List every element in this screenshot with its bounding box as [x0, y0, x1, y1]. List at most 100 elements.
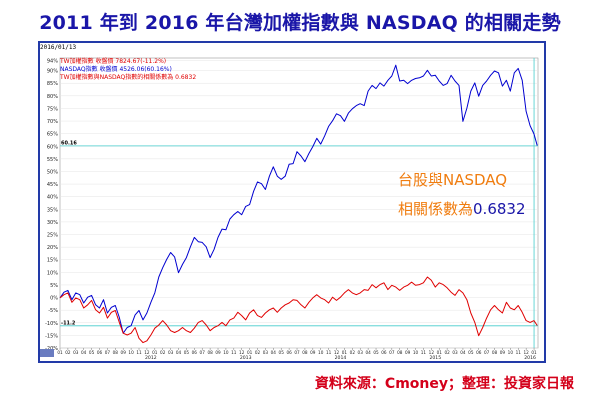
- year-label: 2012: [145, 355, 157, 361]
- x-tick-label: 12: [239, 350, 245, 355]
- source-note: 資料來源：Cmoney；整理：投資家日報: [314, 376, 574, 392]
- x-tick-label: 07: [105, 350, 111, 355]
- y-tick-label: 30%: [47, 220, 58, 226]
- x-tick-label: 01: [437, 350, 443, 355]
- legend-nasdaq: NASDAQ指數 收盤價 4526.06(60.16%): [60, 66, 172, 73]
- x-tick-label: 03: [452, 350, 458, 355]
- year-label: 2014: [335, 355, 347, 361]
- x-tick-label: 04: [176, 350, 182, 355]
- x-tick-label: 04: [271, 350, 277, 355]
- x-tick-label: 02: [160, 350, 166, 355]
- x-tick-label: 09: [500, 350, 506, 355]
- series-layer: [59, 64, 538, 344]
- annotation-correlation: 相關係數為0.6832: [398, 198, 526, 219]
- grid-layer: [60, 60, 538, 349]
- x-tick-label: 09: [310, 350, 316, 355]
- x-tick-label: 12: [144, 350, 150, 355]
- x-tick-label: 11: [231, 350, 237, 355]
- x-tick-label: 08: [113, 350, 119, 355]
- y-tick-label: 0%: [50, 296, 58, 302]
- y-tick-label: 75%: [47, 106, 58, 112]
- panel-date: 2016/01/13: [40, 44, 77, 51]
- x-tick-label: 08: [397, 350, 403, 355]
- x-tick-label: 10: [508, 350, 514, 355]
- y-tick-label: -15%: [45, 333, 58, 339]
- x-tick-label: 07: [389, 350, 395, 355]
- y-tick-label: 5%: [50, 283, 58, 289]
- y-tick-label: 80%: [47, 94, 58, 100]
- y-tick-label: 90%: [47, 69, 58, 75]
- x-tick-label: 11: [516, 350, 522, 355]
- x-tick-label: 10: [318, 350, 324, 355]
- x-tick-label: 05: [468, 350, 474, 355]
- x-tick-label: 01: [152, 350, 158, 355]
- x-tick-label: 10: [128, 350, 134, 355]
- x-tick-label: 05: [89, 350, 95, 355]
- y-tick-label: 15%: [47, 258, 58, 264]
- x-tick-label: 11: [326, 350, 332, 355]
- x-tick-label: 05: [184, 350, 190, 355]
- y-tick-label: 50%: [47, 169, 58, 175]
- x-tick-label: 01: [247, 350, 253, 355]
- x-tick-label: 05: [279, 350, 285, 355]
- legend-taiex: TW加權指數 收盤價 7824.67(-11.2%): [60, 58, 167, 65]
- y-tick-label: 40%: [47, 195, 58, 201]
- x-tick-label: 02: [255, 350, 261, 355]
- legend-correlation: TW加權指數與NASDAQ指數的相關係數為 0.6832: [60, 74, 197, 81]
- chart-main-title: 2011 年到 2016 年台灣加權指數與 NASDAQ 的相關走勢: [39, 12, 561, 34]
- y-tick-label: 94%: [47, 59, 58, 65]
- x-tick-label: 08: [302, 350, 308, 355]
- x-tick-label: 01: [342, 350, 348, 355]
- y-tick-label: 25%: [47, 233, 58, 239]
- x-axis: 01 02 03 04 05 06 07 08 09 10 11 12 01 02 03 04 05 06 07 08…: [57, 348, 537, 361]
- y-tick-label: 70%: [47, 119, 58, 125]
- x-tick-label: 03: [263, 350, 269, 355]
- y-tick-label: 45%: [47, 182, 58, 188]
- x-tick-label: 06: [286, 350, 292, 355]
- y-tick-label: 60%: [47, 144, 58, 150]
- x-tick-label: 04: [81, 350, 87, 355]
- x-tick-label: 05: [373, 350, 379, 355]
- x-tick-label: 03: [168, 350, 174, 355]
- y-tick-label: 35%: [47, 207, 58, 213]
- x-tick-label: 01: [57, 350, 63, 355]
- x-tick-label: 04: [460, 350, 466, 355]
- chart-legend: TW加權指數 收盤價 7824.67(-11.2%) NASDAQ指數 收盤價 …: [60, 58, 196, 82]
- y-tick-label: 20%: [47, 245, 58, 251]
- x-tick-label: 11: [136, 350, 142, 355]
- plot-area: [59, 57, 539, 349]
- x-tick-label: 01: [531, 350, 537, 355]
- x-tick-label: 07: [484, 350, 490, 355]
- x-tick-label: 07: [200, 350, 206, 355]
- x-tick-label: 06: [97, 350, 103, 355]
- annotation-value: 0.6832: [473, 200, 526, 218]
- y-tick-label: -5%: [48, 308, 58, 314]
- x-tick-label: 09: [405, 350, 411, 355]
- year-label: 2013: [240, 355, 252, 361]
- year-label: 2016: [524, 355, 536, 361]
- x-tick-label: 12: [334, 350, 340, 355]
- y-axis: 94% 90% 85% 80% 75% 70% 65% 60% 55% 50% 45% 40% 35% 3…: [45, 59, 58, 352]
- x-tick-label: 02: [444, 350, 450, 355]
- x-tick-label: 07: [294, 350, 300, 355]
- reference-lines: 60.16 -11.2: [60, 58, 538, 348]
- axis-corner-badge: [40, 349, 54, 357]
- series-line-1: [59, 276, 538, 344]
- x-tick-label: 10: [413, 350, 419, 355]
- x-tick-label: 09: [215, 350, 221, 355]
- x-tick-label: 06: [476, 350, 482, 355]
- x-tick-label: 02: [65, 350, 71, 355]
- reference-label: -11.2: [61, 320, 76, 326]
- annotation-label: 相關係數為: [398, 200, 474, 218]
- x-tick-label: 03: [73, 350, 79, 355]
- x-tick-label: 04: [365, 350, 371, 355]
- series-line-0: [59, 64, 538, 334]
- x-tick-label: 08: [492, 350, 498, 355]
- y-tick-label: 65%: [47, 132, 58, 138]
- x-tick-label: 11: [421, 350, 427, 355]
- x-tick-label: 02: [350, 350, 356, 355]
- x-tick-label: 06: [381, 350, 387, 355]
- y-tick-label: 10%: [47, 270, 58, 276]
- year-label: 2015: [429, 355, 441, 361]
